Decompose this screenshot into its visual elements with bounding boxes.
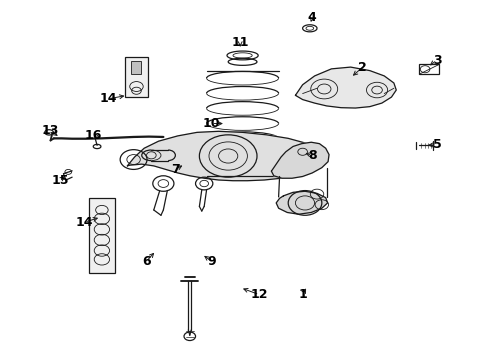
Text: 12: 12: [251, 288, 268, 301]
Text: 6: 6: [142, 255, 151, 267]
Text: 14: 14: [99, 93, 117, 105]
Text: 1: 1: [298, 288, 307, 301]
Polygon shape: [295, 67, 396, 108]
Text: 3: 3: [433, 54, 441, 67]
Bar: [125, 57, 148, 97]
Polygon shape: [271, 142, 329, 178]
Text: 13: 13: [42, 124, 59, 137]
Text: 4: 4: [308, 11, 317, 24]
Polygon shape: [127, 131, 328, 181]
Text: 14: 14: [75, 216, 93, 229]
Bar: [131, 61, 141, 74]
Polygon shape: [276, 191, 328, 214]
Text: 15: 15: [51, 174, 69, 186]
Text: 7: 7: [171, 163, 180, 176]
Text: 9: 9: [207, 255, 216, 267]
Text: 16: 16: [85, 129, 102, 143]
Bar: [89, 198, 115, 274]
Bar: [419, 64, 440, 74]
Text: 5: 5: [433, 138, 441, 151]
Text: 2: 2: [358, 60, 367, 73]
Text: 10: 10: [203, 117, 220, 130]
Text: 8: 8: [308, 149, 317, 162]
Text: 11: 11: [231, 36, 249, 49]
